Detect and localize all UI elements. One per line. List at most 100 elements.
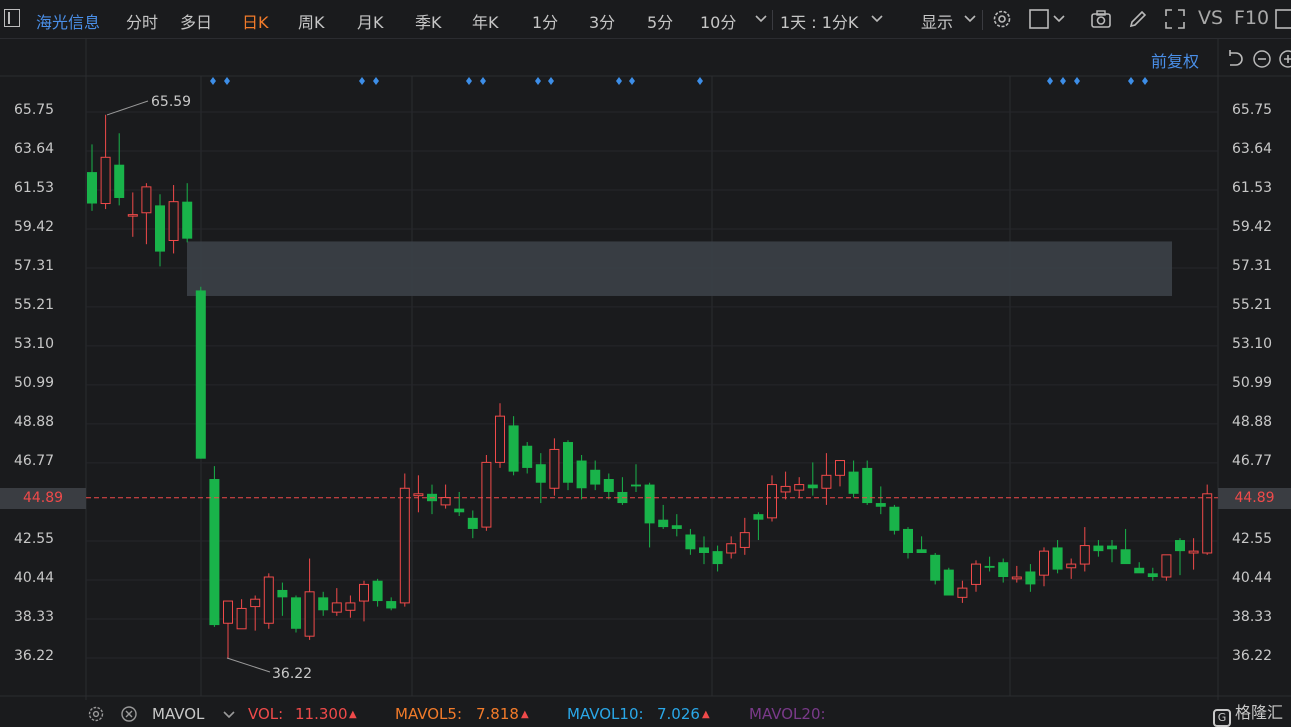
candle [386,597,397,611]
candle-body [481,461,492,528]
vs-button[interactable]: VS [1198,7,1224,29]
chart-grid [0,38,1291,700]
event-markers [210,77,1148,85]
price-axis-label: 57.31 [1232,258,1273,275]
candle [1120,528,1131,565]
candle [1147,567,1158,581]
candle-body [753,514,764,520]
mavol20-label: MAVOL20: [749,705,826,723]
candle [331,588,342,616]
gear-icon[interactable] [991,8,1013,30]
candle-body [1011,576,1022,580]
tab-1min[interactable]: 1分 [532,13,559,32]
candle [644,482,655,548]
tab-5min[interactable]: 5分 [647,13,674,32]
tab-10min[interactable]: 10分 [700,13,737,32]
candle-body [957,587,968,598]
price-axis-label: 48.88 [1232,413,1273,430]
candle-body [1039,550,1049,576]
event-marker-icon [548,77,554,85]
vol-label: VOL: [248,705,284,723]
range-select[interactable]: 1天 : 1分K [780,13,859,32]
candle [141,183,152,245]
indicator-settings-gear-icon[interactable] [87,705,105,723]
event-marker-icon [629,77,635,85]
candle-body [644,484,655,524]
f10-button[interactable]: F10 [1234,7,1270,29]
indicator-close-icon[interactable] [120,705,138,723]
tab-3min[interactable]: 3分 [589,13,616,32]
tab-quarter-k[interactable]: 季K [415,13,442,32]
current-price-tag: 44.89 [0,487,86,509]
price-axis-label: 63.64 [1232,141,1273,157]
candle-body [563,442,573,483]
fullscreen-icon[interactable] [1164,8,1186,30]
event-marker-icon [224,77,230,85]
candle [481,454,492,531]
candle [971,560,981,592]
event-marker-icon [1142,77,1148,85]
tab-week-k[interactable]: 周K [298,13,325,32]
price-axis-label: 36.22 [1232,648,1273,664]
layout-box-icon[interactable] [1028,8,1050,30]
candle-body [495,415,505,463]
candle-body [794,484,805,491]
mavol5-label: MAVOL5: [395,705,463,723]
candle-body [263,576,274,624]
candle-body [508,425,519,472]
adjust-mode-button[interactable]: 前复权 [1151,52,1200,71]
range-chevron-down-icon[interactable] [870,12,884,26]
candle-body [277,589,288,598]
candle-body [699,547,709,553]
candle [399,473,410,607]
undo-icon[interactable] [1224,49,1244,69]
zoom-out-icon[interactable] [1252,49,1272,69]
top-toolbar: 海光信息 分时 多日 日K 周K 月K 季K 年K 1分 3分 5分 10分 1… [0,0,1291,39]
camera-icon[interactable] [1090,8,1112,30]
candle-body [916,549,927,553]
stock-name[interactable]: 海光信息 [36,13,101,32]
candle [345,595,356,618]
price-axis-label: 53.10 [1232,335,1273,352]
event-marker-icon [1128,77,1134,85]
candle-body [1107,545,1117,550]
pencil-icon[interactable] [1127,8,1149,30]
candle-body [250,598,261,608]
candle-body [875,503,886,507]
candle-body [1120,549,1131,565]
candle-body [454,508,465,513]
indicator-name[interactable]: MAVOL [152,705,205,723]
tab-duori[interactable]: 多日 [180,13,213,32]
side-panel-icon[interactable] [1274,8,1291,30]
candle-body [1052,547,1063,570]
display-chevron-down-icon[interactable] [963,12,977,26]
layout-chevron-down-icon[interactable] [1052,12,1066,26]
candle-body [399,487,410,604]
candle-body [712,551,723,565]
candle-body [1161,554,1172,578]
mavol10-up-arrow-icon: ▲ [702,709,710,720]
event-marker-icon [697,77,703,85]
price-axis-label: 59.42 [14,219,55,236]
indicator-chevron-down-icon[interactable] [222,708,236,722]
candle-body [1188,550,1199,554]
candle [767,475,777,522]
tab-year-k[interactable]: 年K [472,13,499,32]
candlestick-chart[interactable]: 65.59 36.22 [0,0,1291,700]
annotations: 65.59 36.22 [86,94,1218,682]
display-menu[interactable]: 显示 [921,13,954,32]
tab-month-k[interactable]: 月K [357,13,384,32]
tab-fenshi[interactable]: 分时 [126,13,159,32]
chevron-down-icon[interactable] [754,12,768,26]
tab-day-k[interactable]: 日K [242,13,269,32]
low-leader-line [226,657,271,673]
candle-body [1175,540,1185,552]
candle [155,194,165,267]
event-marker-icon [359,77,365,85]
candle-body [1202,493,1213,554]
candle [617,477,628,505]
sidebar-toggle-icon[interactable] [4,9,20,27]
candle [549,438,560,496]
price-axis-label: 46.77 [14,452,55,469]
event-marker-icon [466,77,472,85]
